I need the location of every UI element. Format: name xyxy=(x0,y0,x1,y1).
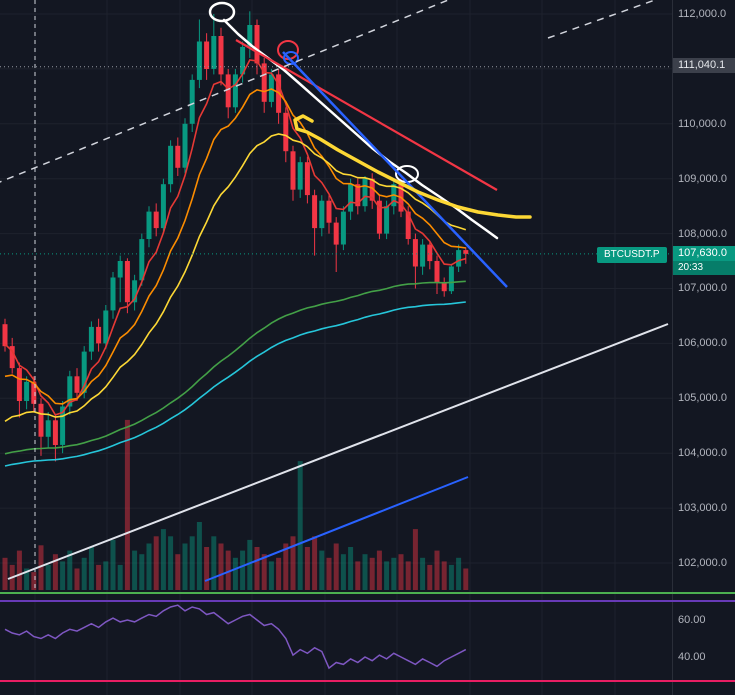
ma-yellow[interactable] xyxy=(4,133,467,422)
volume-layer xyxy=(2,419,469,591)
price-axis-label: 105,000.0 xyxy=(678,392,727,404)
grid-lines xyxy=(0,0,672,695)
ma-red[interactable] xyxy=(4,59,467,416)
ma-green[interactable] xyxy=(4,280,466,455)
drawing-blue-circle[interactable] xyxy=(283,51,299,65)
drawing-yellow-freehand[interactable] xyxy=(293,114,532,219)
candles-layer xyxy=(2,11,469,462)
drawing-white-solid-trendline[interactable] xyxy=(7,323,669,580)
countdown-timer: 20:33 xyxy=(673,261,735,275)
price-axis-label: 103,000.0 xyxy=(678,502,727,514)
price-axis-label: 60.00 xyxy=(678,614,706,626)
current-price-label: 107,630.0 20:33 xyxy=(673,246,735,275)
current-price-value: 107,630.0 xyxy=(678,247,727,259)
drawing-dashed-trendline-main[interactable] xyxy=(0,0,458,184)
price-axis-label: 112,000.0 xyxy=(678,8,727,20)
alert-price-label[interactable]: 111,040.1 xyxy=(673,58,735,73)
price-axis-label: 107,000.0 xyxy=(678,282,727,294)
price-axis-label: 110,000.0 xyxy=(678,118,727,130)
price-axis-label: 102,000.0 xyxy=(678,557,727,569)
drawing-blue-lower-trendline[interactable] xyxy=(204,476,469,582)
price-axis-label: 108,000.0 xyxy=(678,228,727,240)
price-axis-label: 109,000.0 xyxy=(678,173,727,185)
drawing-red-trendline[interactable] xyxy=(235,39,498,191)
ma-teal[interactable] xyxy=(4,301,466,467)
price-axis-label: 40.00 xyxy=(678,651,706,663)
symbol-label[interactable]: BTCUSDT.P xyxy=(597,247,667,263)
price-axis[interactable]: 112,000.0 110,000.0 109,000.0 108,000.0 107,… xyxy=(672,0,735,695)
price-axis-label: 106,000.0 xyxy=(678,337,727,349)
drawing-white-circle-top[interactable] xyxy=(208,1,236,23)
drawing-dashed-trendline-upper[interactable] xyxy=(547,0,656,39)
ma-orange[interactable] xyxy=(4,88,466,405)
drawing-blue-trendline[interactable] xyxy=(282,51,508,288)
rsi-line[interactable] xyxy=(4,604,467,670)
price-axis-label: 104,000.0 xyxy=(678,447,727,459)
